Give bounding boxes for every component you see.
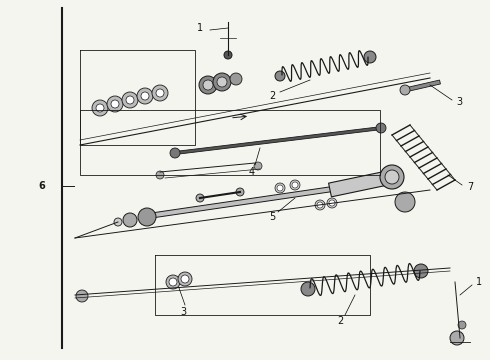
Text: 2: 2	[269, 91, 275, 101]
Circle shape	[203, 80, 213, 90]
Circle shape	[450, 331, 464, 345]
Text: 2: 2	[337, 316, 343, 326]
Circle shape	[277, 185, 283, 191]
Circle shape	[327, 198, 337, 208]
Circle shape	[380, 165, 404, 189]
Polygon shape	[329, 170, 393, 197]
Circle shape	[236, 188, 244, 196]
Circle shape	[196, 194, 204, 202]
Circle shape	[138, 208, 156, 226]
Circle shape	[292, 182, 298, 188]
Text: 3: 3	[456, 97, 462, 107]
Circle shape	[123, 213, 137, 227]
Circle shape	[169, 278, 177, 286]
Circle shape	[199, 76, 217, 94]
Circle shape	[458, 321, 466, 329]
Circle shape	[400, 85, 410, 95]
Text: 7: 7	[467, 182, 473, 192]
Circle shape	[364, 51, 376, 63]
Text: 4: 4	[249, 167, 255, 177]
Circle shape	[76, 290, 88, 302]
Circle shape	[107, 96, 123, 112]
Text: 5: 5	[269, 212, 275, 222]
Circle shape	[152, 85, 168, 101]
Circle shape	[156, 171, 164, 179]
Circle shape	[217, 77, 227, 87]
Circle shape	[111, 100, 119, 108]
Circle shape	[290, 180, 300, 190]
Circle shape	[315, 200, 325, 210]
Circle shape	[170, 148, 180, 158]
Circle shape	[275, 183, 285, 193]
Circle shape	[141, 92, 149, 100]
Circle shape	[254, 162, 262, 170]
Circle shape	[224, 51, 232, 59]
Circle shape	[137, 88, 153, 104]
Circle shape	[122, 92, 138, 108]
Circle shape	[414, 264, 428, 278]
Circle shape	[96, 104, 104, 112]
Text: 1: 1	[197, 23, 203, 33]
Circle shape	[395, 192, 415, 212]
Circle shape	[178, 272, 192, 286]
Polygon shape	[155, 183, 360, 217]
Polygon shape	[175, 126, 382, 154]
Circle shape	[230, 73, 242, 85]
Circle shape	[92, 100, 108, 116]
Polygon shape	[405, 80, 441, 92]
Text: 3: 3	[180, 307, 186, 317]
Circle shape	[156, 89, 164, 97]
Circle shape	[114, 218, 122, 226]
Text: 1: 1	[476, 277, 482, 287]
Text: 6: 6	[39, 181, 46, 191]
Circle shape	[329, 200, 335, 206]
Circle shape	[317, 202, 323, 208]
Circle shape	[181, 275, 189, 283]
Circle shape	[166, 275, 180, 289]
Circle shape	[275, 71, 285, 81]
Circle shape	[301, 282, 315, 296]
Circle shape	[385, 170, 399, 184]
Circle shape	[376, 123, 386, 133]
Circle shape	[126, 96, 134, 104]
Circle shape	[213, 73, 231, 91]
